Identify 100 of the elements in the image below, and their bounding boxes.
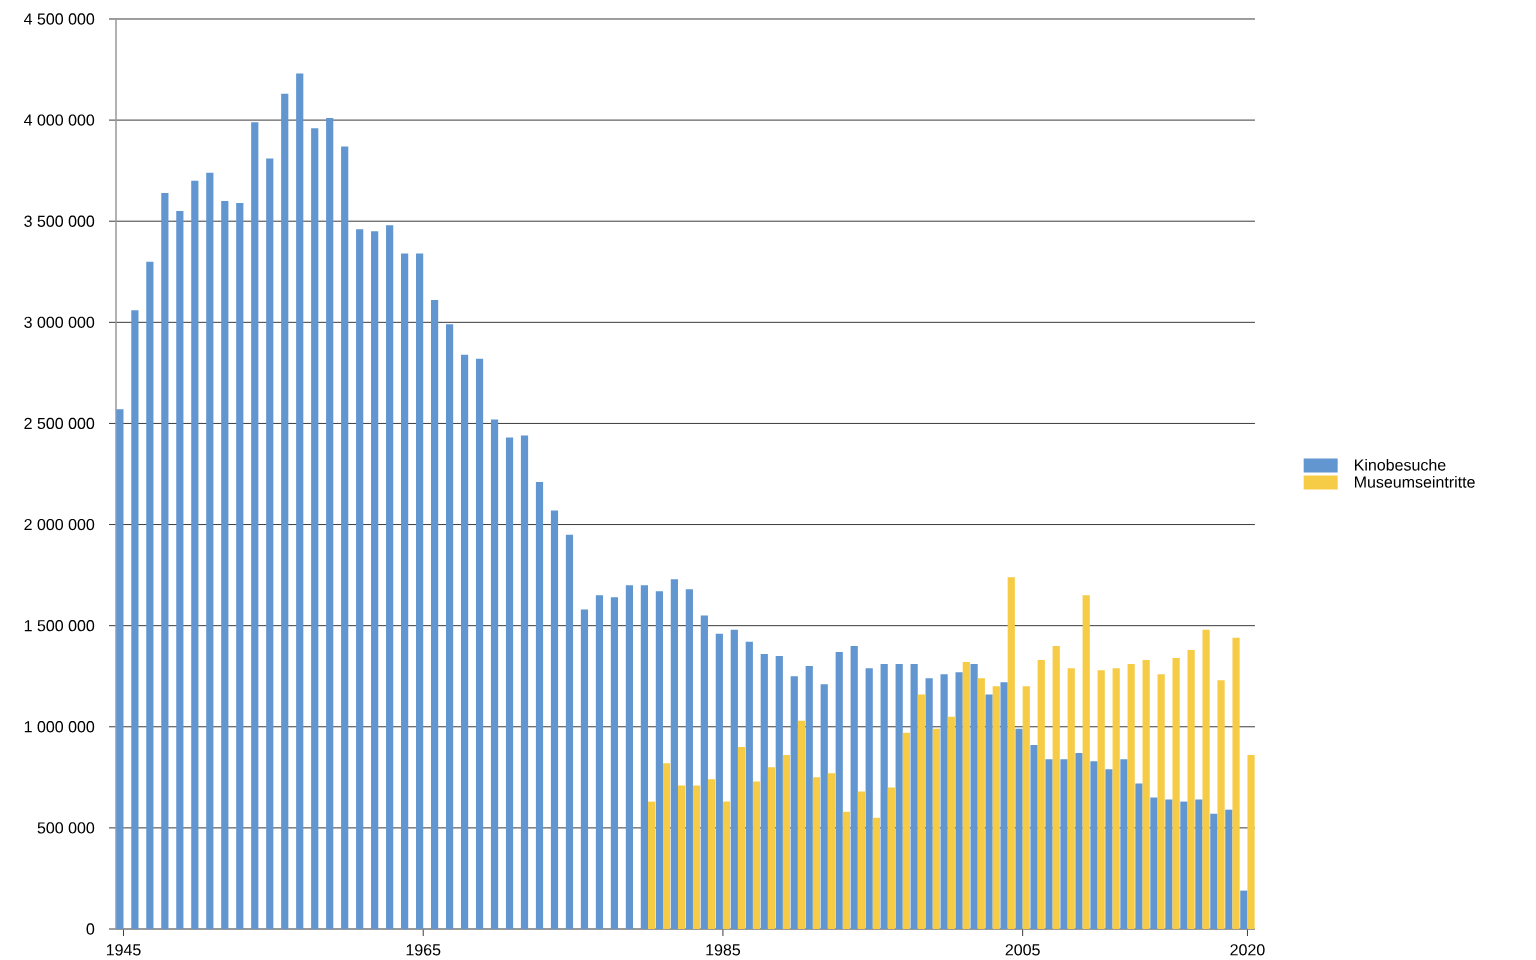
y-tick-label: 4 000 000: [24, 114, 95, 126]
bar: [206, 172, 214, 929]
bar: [475, 358, 484, 929]
x-tick-label: 1985: [706, 944, 741, 956]
bar: [775, 656, 783, 929]
bar: [670, 579, 678, 929]
bar: [131, 310, 139, 929]
bar: [266, 158, 274, 929]
bar: [116, 409, 124, 929]
bar: [1097, 670, 1105, 929]
bar: [925, 678, 933, 929]
bar: [782, 755, 791, 929]
bar: [655, 591, 663, 929]
bar: [1202, 629, 1210, 929]
y-tick-label: 500 000: [37, 822, 95, 834]
bar: [281, 93, 289, 929]
bar: [1142, 660, 1150, 929]
bar: [1105, 769, 1113, 929]
bar: [445, 324, 454, 929]
bar: [730, 629, 738, 929]
bar: [251, 122, 259, 929]
bar: [565, 534, 574, 929]
bar: [910, 664, 918, 929]
bar: [962, 662, 970, 929]
x-tick-label: 1965: [406, 944, 441, 956]
bar: [752, 781, 761, 929]
bar: [745, 641, 753, 929]
bar: [505, 437, 514, 929]
bar: [520, 435, 529, 929]
bar: [1180, 801, 1188, 929]
bar: [1120, 759, 1128, 929]
y-tick-label: 4 500 000: [24, 13, 95, 25]
bar: [797, 720, 806, 929]
bar: [1172, 658, 1180, 929]
bar: [827, 773, 836, 929]
bar: [535, 482, 544, 929]
bar: [1157, 674, 1165, 929]
bar: [640, 585, 648, 929]
bar: [895, 664, 903, 929]
x-tick-label: 1945: [106, 944, 141, 956]
bar: [737, 747, 746, 929]
y-tick-label: 3 500 000: [24, 215, 95, 227]
bar: [992, 686, 1000, 929]
bar: [850, 645, 858, 929]
bar: [1187, 649, 1195, 929]
bar: [1090, 761, 1098, 929]
bar: [812, 777, 821, 929]
y-tick-label: 0: [86, 923, 95, 935]
x-tick-label: 2020: [1230, 944, 1265, 956]
bar: [902, 732, 910, 929]
bar: [970, 664, 978, 929]
bar: [1165, 799, 1173, 929]
bar: [610, 597, 619, 929]
y-tick-label: 1 500 000: [24, 620, 95, 632]
bar: [1030, 744, 1038, 929]
bar: [767, 767, 776, 929]
bar: [595, 595, 604, 929]
bar: [311, 128, 319, 929]
bar: [932, 728, 940, 929]
bar: [715, 633, 723, 929]
bar: [865, 668, 873, 929]
bar: [386, 225, 394, 929]
bar: [1022, 686, 1030, 929]
y-tick-label: 3 000 000: [24, 316, 95, 328]
bar: [872, 817, 880, 929]
bar: [1240, 890, 1248, 929]
bar: [1217, 680, 1225, 929]
bar: [326, 118, 334, 929]
bar: [1247, 755, 1255, 929]
bar: [1015, 728, 1023, 929]
legend-label: Kinobesuche: [1354, 458, 1446, 471]
bar: [760, 653, 768, 929]
bar: [820, 684, 828, 929]
bar: [1112, 668, 1120, 929]
bar: [857, 791, 866, 929]
x-tick-label: 2005: [1005, 944, 1040, 956]
bar: [221, 200, 229, 929]
bar: [416, 253, 424, 929]
bar: [692, 785, 701, 929]
bar: [685, 589, 693, 929]
y-tick-label: 1 000 000: [24, 721, 95, 733]
bar: [161, 192, 169, 929]
bar: [1195, 799, 1203, 929]
bar: [842, 811, 851, 929]
bar: [662, 763, 671, 929]
bar: [707, 779, 716, 929]
bar: [146, 261, 154, 929]
bar: [1045, 759, 1053, 929]
bar: [1067, 668, 1075, 929]
bar: [790, 676, 798, 929]
bar: [648, 801, 656, 929]
bar: [977, 678, 985, 929]
bar: [1060, 759, 1068, 929]
bar: [985, 694, 993, 929]
bar: [1037, 660, 1045, 929]
legend-label: Museumseintritte: [1354, 476, 1475, 488]
bar: [431, 300, 439, 929]
bar: [947, 716, 955, 929]
bar: [1052, 645, 1060, 929]
bar: [191, 180, 199, 929]
